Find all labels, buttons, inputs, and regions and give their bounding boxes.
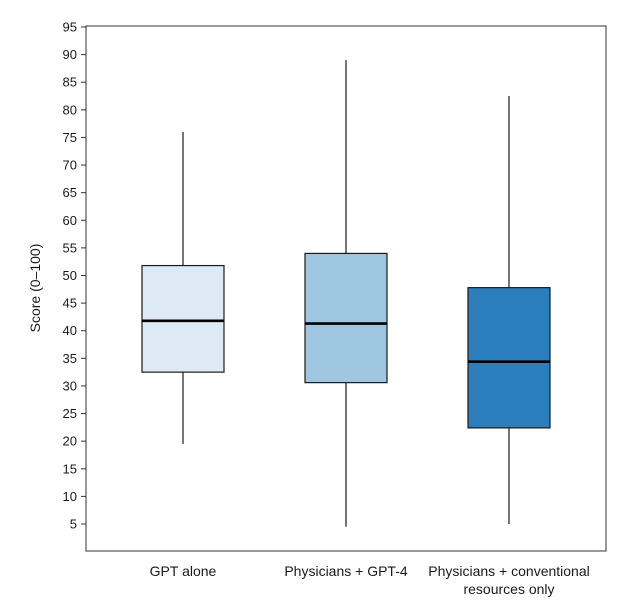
y-axis-title: Score (0–100) bbox=[27, 244, 43, 333]
y-tick-label: 15 bbox=[63, 461, 77, 476]
y-tick-label: 45 bbox=[63, 296, 77, 311]
iqr-box bbox=[467, 287, 551, 429]
y-tick-label: 80 bbox=[63, 102, 77, 117]
y-tick-label: 30 bbox=[63, 378, 77, 393]
y-tick-label: 60 bbox=[63, 213, 77, 228]
y-tick-label: 25 bbox=[63, 406, 77, 421]
plot-frame bbox=[85, 25, 607, 552]
x-category-label: GPT alone bbox=[150, 563, 217, 579]
y-tick-label: 65 bbox=[63, 185, 77, 200]
y-tick-label: 85 bbox=[63, 75, 77, 90]
y-tick-label: 70 bbox=[63, 158, 77, 173]
x-category-label: Physicians + GPT-4 bbox=[284, 563, 408, 579]
y-tick-label: 10 bbox=[63, 489, 77, 504]
y-tick-label: 35 bbox=[63, 351, 77, 366]
y-tick-label: 55 bbox=[63, 240, 77, 255]
box-3 bbox=[467, 96, 551, 524]
y-tick-label: 95 bbox=[63, 20, 77, 35]
y-axis: 5 10 15 20 25 30 35 40 45 50 55 60 65 70 75 80 85 90 95 bbox=[63, 20, 86, 532]
x-category-label: resources only bbox=[463, 581, 554, 597]
iqr-box bbox=[304, 252, 388, 384]
y-tick-label: 20 bbox=[63, 434, 77, 449]
y-tick-label: 40 bbox=[63, 323, 77, 338]
boxes-group bbox=[141, 60, 551, 527]
y-tick-label: 75 bbox=[63, 130, 77, 145]
box-1 bbox=[141, 131, 225, 444]
y-tick-label: 50 bbox=[63, 268, 77, 283]
x-category-label: Physicians + conventional bbox=[428, 563, 590, 579]
y-tick-label: 5 bbox=[70, 517, 77, 532]
y-tick-label: 90 bbox=[63, 47, 77, 62]
box-2 bbox=[304, 60, 388, 527]
iqr-box bbox=[141, 264, 225, 373]
x-axis-labels: GPT alone Physicians + GPT-4 Physicians + … bbox=[150, 563, 590, 597]
